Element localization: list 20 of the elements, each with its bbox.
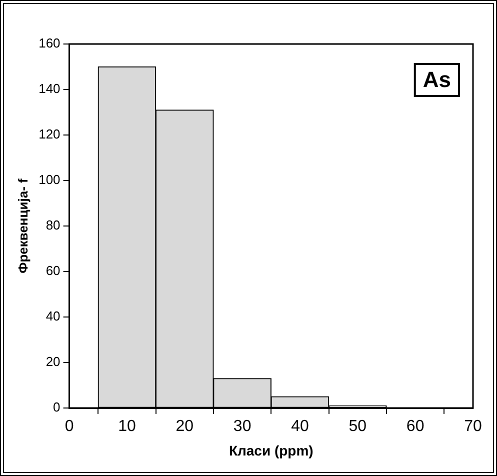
x-tick-label: 70: [464, 418, 482, 436]
x-tick-label: 30: [233, 418, 252, 436]
x-tick-label: 10: [118, 418, 136, 436]
y-tick-label: 80: [46, 218, 60, 233]
y-axis-title: Фреквенција- f: [15, 178, 30, 274]
x-axis-title: Класи (ppm): [228, 442, 314, 458]
y-tick-label: 0: [53, 400, 60, 415]
y-tick-label: 100: [38, 172, 60, 188]
y-tick-label: 40: [46, 308, 60, 324]
x-tick-label: 20: [176, 418, 194, 436]
y-tick-label: 120: [38, 126, 60, 142]
x-tick-label: 60: [406, 418, 424, 436]
x-tick-label: 0: [64, 418, 74, 436]
y-tick-label: 20: [46, 354, 60, 370]
x-tick-label: 40: [291, 418, 309, 436]
y-tick-label: 160: [38, 36, 60, 51]
annotation: As: [422, 67, 451, 92]
y-tick-label: 60: [46, 263, 60, 278]
y-tick-label: 140: [38, 81, 60, 96]
x-tick-label: 50: [348, 418, 367, 436]
